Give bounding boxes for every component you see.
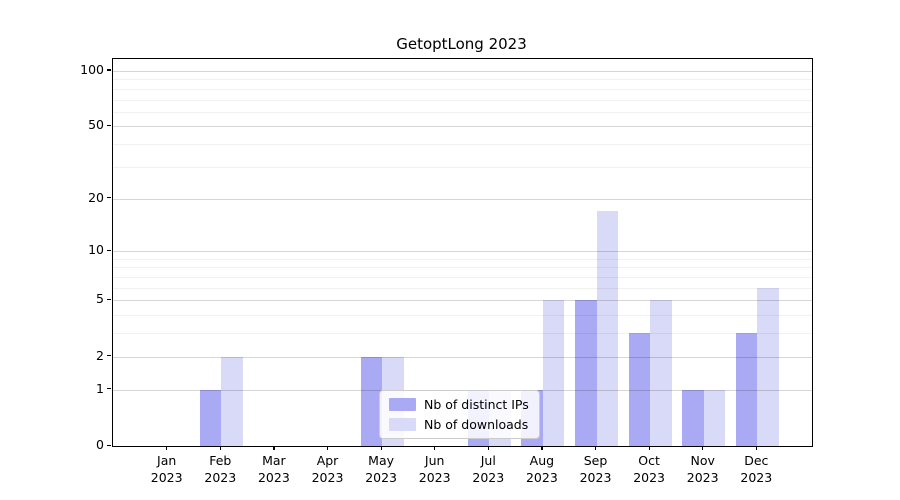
bar-downloads-nov	[703, 389, 726, 446]
gridline-minor	[113, 267, 812, 269]
y-tick	[107, 249, 111, 251]
gridline-major	[113, 356, 812, 358]
gridline-minor	[113, 79, 812, 81]
y-tick-label: 1	[96, 380, 104, 396]
x-tick	[595, 446, 597, 450]
plot-area	[112, 58, 813, 447]
gridline-major	[113, 126, 812, 128]
x-tick-label: Feb 2023	[204, 453, 237, 485]
bar-distinct-ips-dec	[735, 333, 758, 446]
legend-item-downloads: Nb of downloads	[389, 417, 529, 432]
x-tick	[380, 446, 382, 450]
bar-distinct-ips-may	[360, 356, 383, 446]
y-tick-label: 2	[96, 347, 104, 363]
y-tick	[107, 388, 111, 390]
gridline-minor	[113, 144, 812, 146]
gridline-minor	[113, 277, 812, 278]
bar-downloads-oct	[650, 300, 672, 446]
gridline-major	[113, 198, 812, 200]
x-tick	[755, 446, 757, 450]
bar-distinct-ips-oct	[628, 333, 651, 446]
x-tick-label: Mar 2023	[257, 453, 290, 485]
y-tick-label: 0	[96, 437, 104, 452]
y-tick-label: 5	[96, 291, 104, 307]
legend-item-distinct-ips: Nb of distinct IPs	[389, 397, 529, 412]
gridline-minor	[113, 88, 812, 90]
legend-label-downloads: Nb of downloads	[424, 417, 529, 432]
gridline-major	[113, 251, 812, 253]
x-tick	[273, 446, 275, 450]
y-tick	[107, 124, 111, 127]
x-tick	[327, 446, 329, 450]
y-tick	[107, 355, 111, 357]
x-tick-label: May 2023	[365, 453, 397, 485]
x-tick-label: Apr 2023	[311, 453, 344, 485]
bar-distinct-ips-feb	[199, 389, 222, 446]
bar-distinct-ips-sep	[575, 300, 597, 446]
distinct-ips-swatch-icon	[389, 398, 416, 411]
gridline-minor	[113, 333, 812, 335]
x-tick-label: Dec 2023	[740, 453, 773, 485]
x-tick	[219, 446, 221, 450]
gridline-minor	[113, 166, 812, 168]
gridline-major	[113, 70, 812, 72]
y-tick-label: 100	[80, 61, 104, 77]
x-tick	[434, 446, 436, 450]
y-tick-label: 50	[88, 117, 104, 133]
x-tick-label: Aug 2023	[525, 453, 558, 485]
y-tick	[107, 197, 111, 199]
gridline-minor	[113, 111, 812, 113]
y-tick	[107, 298, 111, 301]
legend-label-distinct-ips: Nb of distinct IPs	[424, 397, 529, 412]
gridline-minor	[113, 99, 812, 101]
x-tick-label: Jun 2023	[418, 453, 451, 485]
gridline-minor	[113, 287, 812, 289]
y-tick-label: 10	[88, 242, 104, 258]
x-tick	[487, 446, 489, 450]
x-tick	[648, 446, 650, 450]
gridline-major	[113, 300, 812, 302]
bar-downloads-feb	[221, 356, 243, 446]
downloads-swatch-icon	[389, 418, 416, 431]
x-tick-label: Sep 2023	[579, 453, 612, 485]
bar-distinct-ips-nov	[682, 389, 704, 446]
x-tick	[541, 446, 543, 450]
bar-downloads-aug	[542, 300, 565, 446]
x-tick-label: Jul 2023	[472, 453, 505, 485]
gridline-minor	[113, 258, 812, 260]
y-tick-label: 20	[88, 189, 104, 205]
y-tick	[107, 444, 111, 446]
x-tick-label: Jan 2023	[150, 453, 183, 485]
bar-downloads-sep	[596, 211, 618, 446]
x-tick	[702, 446, 704, 450]
bar-downloads-dec	[757, 287, 779, 446]
legend: Nb of distinct IPs Nb of downloads	[379, 390, 540, 439]
y-tick	[107, 69, 111, 71]
chart-title: GetoptLong 2023	[396, 35, 527, 53]
x-tick	[166, 446, 168, 450]
x-tick-label: Nov 2023	[686, 453, 719, 485]
gridline-minor	[113, 315, 812, 317]
x-tick-label: Oct 2023	[633, 453, 665, 485]
